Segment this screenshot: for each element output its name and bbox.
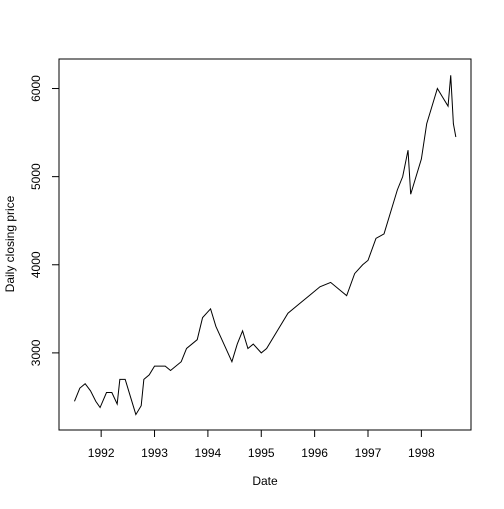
x-tick-label: 1996	[301, 446, 328, 460]
x-tick-label: 1998	[408, 446, 435, 460]
x-tick-label: 1997	[355, 446, 382, 460]
y-tick-label: 3000	[29, 339, 43, 366]
x-tick-label: 1993	[141, 446, 168, 460]
x-tick-label: 1994	[195, 446, 222, 460]
x-axis-label: Date	[252, 474, 278, 488]
y-tick-label: 4000	[29, 251, 43, 278]
y-tick-label: 5000	[29, 163, 43, 190]
y-tick-label: 6000	[29, 75, 43, 102]
x-tick-label: 1995	[248, 446, 275, 460]
plot-box	[58, 58, 472, 431]
price-line	[74, 75, 457, 416]
x-tick-label: 1992	[88, 446, 115, 460]
y-axis-label: Daily closing price	[3, 195, 17, 292]
